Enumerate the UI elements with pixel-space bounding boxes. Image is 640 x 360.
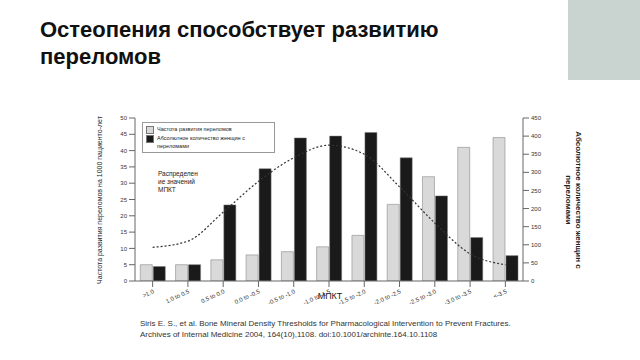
svg-text:150: 150 [531, 224, 542, 230]
svg-text:50: 50 [531, 260, 538, 266]
svg-text:35: 35 [120, 164, 127, 170]
svg-text:15: 15 [120, 229, 127, 235]
svg-text:-2.5 to -3.0: -2.5 to -3.0 [408, 288, 437, 306]
svg-text:0.5 to 0.0: 0.5 to 0.0 [200, 288, 226, 304]
svg-text:40: 40 [120, 148, 127, 154]
svg-text:1.0 to 0.5: 1.0 to 0.5 [165, 288, 191, 304]
svg-text:200: 200 [531, 206, 542, 212]
svg-text:400: 400 [531, 133, 542, 139]
svg-text:0: 0 [124, 278, 128, 284]
svg-text:0.0 to -0.5: 0.0 to -0.5 [234, 288, 262, 305]
svg-text:-2.0 to -2.5: -2.0 to -2.5 [373, 288, 402, 306]
svg-text:250: 250 [531, 188, 542, 194]
svg-text:>1.0: >1.0 [142, 288, 156, 299]
svg-text:450: 450 [531, 115, 542, 121]
svg-text:25: 25 [120, 197, 127, 203]
svg-text:0: 0 [531, 278, 535, 284]
svg-text:<-3.5: <-3.5 [493, 288, 509, 300]
svg-text:50: 50 [120, 115, 127, 121]
svg-text:10: 10 [120, 246, 127, 252]
svg-text:350: 350 [531, 151, 542, 157]
svg-text:-0.5 to -1.0: -0.5 to -1.0 [267, 288, 296, 306]
svg-text:20: 20 [120, 213, 127, 219]
svg-text:30: 30 [120, 180, 127, 186]
svg-text:100: 100 [531, 242, 542, 248]
svg-text:-3.0 to -3.5: -3.0 to -3.5 [443, 288, 472, 306]
svg-text:45: 45 [120, 131, 127, 137]
svg-text:300: 300 [531, 169, 542, 175]
svg-text:5: 5 [124, 262, 128, 268]
